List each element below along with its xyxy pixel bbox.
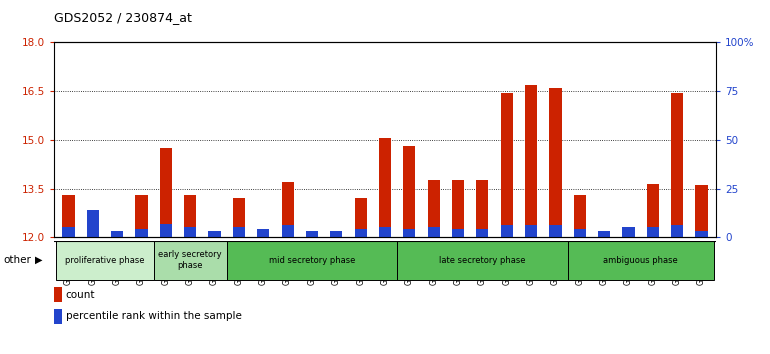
Bar	[397, 241, 567, 280]
Bar	[233, 198, 245, 237]
Bar	[525, 85, 537, 237]
Bar	[330, 234, 343, 237]
Bar	[671, 225, 683, 237]
Bar	[671, 93, 683, 237]
Bar	[403, 229, 416, 237]
Bar	[62, 228, 75, 237]
Text: ▶: ▶	[35, 255, 42, 265]
Text: count: count	[65, 290, 95, 300]
Bar	[574, 229, 586, 237]
Bar	[427, 228, 440, 237]
Bar	[452, 181, 464, 237]
Bar	[154, 241, 226, 280]
Bar	[598, 232, 610, 237]
Text: early secretory
phase: early secretory phase	[159, 251, 222, 270]
Bar	[500, 93, 513, 237]
Bar	[257, 229, 270, 237]
Bar	[427, 181, 440, 237]
Bar	[257, 229, 270, 237]
Bar	[226, 241, 397, 280]
Bar	[87, 234, 99, 237]
Bar	[233, 228, 245, 237]
Bar	[477, 229, 488, 237]
Bar	[354, 229, 367, 237]
Bar	[477, 181, 488, 237]
Bar	[525, 225, 537, 237]
Text: mid secretory phase: mid secretory phase	[269, 256, 355, 265]
Bar	[282, 182, 293, 237]
Bar	[62, 195, 75, 237]
Bar	[111, 232, 123, 237]
Bar	[111, 231, 123, 237]
Bar	[379, 138, 391, 237]
Bar	[306, 231, 318, 237]
Bar	[695, 185, 708, 237]
Text: proliferative phase: proliferative phase	[65, 256, 145, 265]
Bar	[647, 228, 659, 237]
Bar	[54, 287, 62, 302]
Bar	[567, 241, 714, 280]
Bar	[87, 210, 99, 237]
Bar	[136, 195, 148, 237]
Bar	[549, 88, 561, 237]
Bar	[354, 198, 367, 237]
Bar	[379, 228, 391, 237]
Bar	[282, 225, 293, 237]
Bar	[598, 232, 610, 237]
Bar	[695, 232, 708, 237]
Text: GDS2052 / 230874_at: GDS2052 / 230874_at	[54, 11, 192, 24]
Bar	[452, 229, 464, 237]
Bar	[574, 195, 586, 237]
Text: ambiguous phase: ambiguous phase	[603, 256, 678, 265]
Text: percentile rank within the sample: percentile rank within the sample	[65, 311, 242, 321]
Bar	[160, 224, 172, 237]
Bar	[330, 232, 343, 237]
Bar	[54, 309, 62, 324]
Bar	[549, 225, 561, 237]
Bar	[306, 232, 318, 237]
Bar	[160, 148, 172, 237]
Bar	[622, 234, 634, 237]
Text: late secretory phase: late secretory phase	[439, 256, 526, 265]
Bar	[403, 146, 416, 237]
Bar	[622, 228, 634, 237]
Bar	[184, 195, 196, 237]
Text: other: other	[4, 255, 32, 265]
Bar	[136, 229, 148, 237]
Bar	[209, 232, 221, 237]
Bar	[56, 241, 154, 280]
Bar	[500, 225, 513, 237]
Bar	[647, 184, 659, 237]
Bar	[184, 228, 196, 237]
